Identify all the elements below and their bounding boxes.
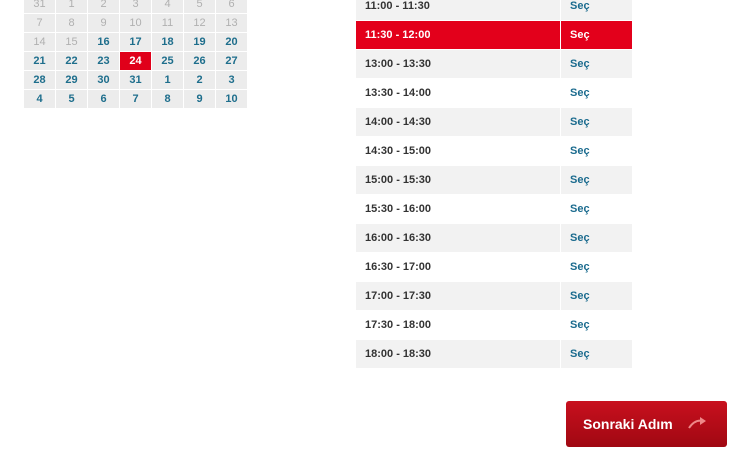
calendar-day: 6 (216, 0, 247, 13)
slot-time: 11:30 - 12:00 (356, 21, 560, 49)
calendar-day: 13 (216, 14, 247, 32)
calendar-day[interactable]: 27 (216, 52, 247, 70)
slot-select[interactable]: Seç (561, 0, 632, 20)
calendar-day: 14 (24, 33, 55, 51)
slot-select[interactable]: Seç (561, 50, 632, 78)
slot-time: 16:30 - 17:00 (365, 261, 432, 273)
slot-select[interactable]: Seç (561, 282, 632, 310)
slot-time: 18:00 - 18:30 (356, 340, 560, 368)
slot-time: 17:30 - 18:00 (365, 319, 432, 331)
calendar-day: 15 (56, 33, 87, 51)
calendar-day[interactable]: 10 (216, 90, 247, 108)
slot-select[interactable]: Seç (570, 319, 590, 331)
calendar-day[interactable]: 29 (56, 71, 87, 89)
calendar-day: 2 (88, 0, 119, 13)
calendar-day[interactable]: 5 (56, 90, 87, 108)
slot-time: 15:00 - 15:30 (356, 166, 560, 194)
slot-select[interactable]: Seç (561, 21, 632, 49)
calendar-day: 8 (56, 14, 87, 32)
calendar-day: 3 (120, 0, 151, 13)
arrow-icon (688, 417, 706, 429)
slot-time: 15:30 - 16:00 (365, 203, 432, 215)
calendar-day[interactable]: 25 (152, 52, 183, 70)
calendar-day[interactable]: 6 (88, 90, 119, 108)
calendar-day: 7 (24, 14, 55, 32)
calendar-day[interactable]: 22 (56, 52, 87, 70)
slot-select[interactable]: Seç (561, 340, 632, 368)
calendar-day: 1 (56, 0, 87, 13)
calendar-day: 10 (120, 14, 151, 32)
calendar-day[interactable]: 24 (120, 52, 151, 70)
slot-time: 17:00 - 17:30 (356, 282, 560, 310)
calendar-day[interactable]: 3 (216, 71, 247, 89)
calendar-day[interactable]: 17 (120, 33, 151, 51)
calendar-day[interactable]: 21 (24, 52, 55, 70)
slot-time: 13:00 - 13:30 (356, 50, 560, 78)
slot-select[interactable]: Seç (570, 145, 590, 157)
slot-select[interactable]: Seç (561, 166, 632, 194)
calendar-day[interactable]: 18 (152, 33, 183, 51)
calendar-day[interactable]: 28 (24, 71, 55, 89)
slot-select[interactable]: Seç (570, 87, 590, 99)
calendar-day[interactable]: 23 (88, 52, 119, 70)
slot-time: 13:30 - 14:00 (365, 87, 432, 99)
slot-select[interactable]: Seç (561, 108, 632, 136)
button-label: Sonraki Adım (583, 416, 673, 432)
slot-time: 14:30 - 15:00 (365, 145, 432, 157)
calendar-day: 11 (152, 14, 183, 32)
calendar-day[interactable]: 19 (184, 33, 215, 51)
calendar-day[interactable]: 1 (152, 71, 183, 89)
calendar-day[interactable]: 8 (152, 90, 183, 108)
calendar-day[interactable]: 4 (24, 90, 55, 108)
slot-select[interactable]: Seç (570, 261, 590, 273)
calendar-day[interactable]: 20 (216, 33, 247, 51)
calendar-day: 5 (184, 0, 215, 13)
calendar-day[interactable]: 31 (120, 71, 151, 89)
calendar-day: 4 (152, 0, 183, 13)
slot-select[interactable]: Seç (561, 224, 632, 252)
calendar-day[interactable]: 7 (120, 90, 151, 108)
calendar-day[interactable]: 16 (88, 33, 119, 51)
calendar-day[interactable]: 26 (184, 52, 215, 70)
calendar-day[interactable]: 9 (184, 90, 215, 108)
slot-time: 16:00 - 16:30 (356, 224, 560, 252)
calendar-day[interactable]: 30 (88, 71, 119, 89)
slot-time: 14:00 - 14:30 (356, 108, 560, 136)
slot-time: 11:00 - 11:30 (356, 0, 560, 20)
calendar-day: 9 (88, 14, 119, 32)
calendar-day: 12 (184, 14, 215, 32)
calendar-day: 31 (24, 0, 55, 13)
next-step-button[interactable]: Sonraki Adım (566, 401, 727, 447)
calendar-day[interactable]: 2 (184, 71, 215, 89)
slot-select[interactable]: Seç (570, 203, 590, 215)
